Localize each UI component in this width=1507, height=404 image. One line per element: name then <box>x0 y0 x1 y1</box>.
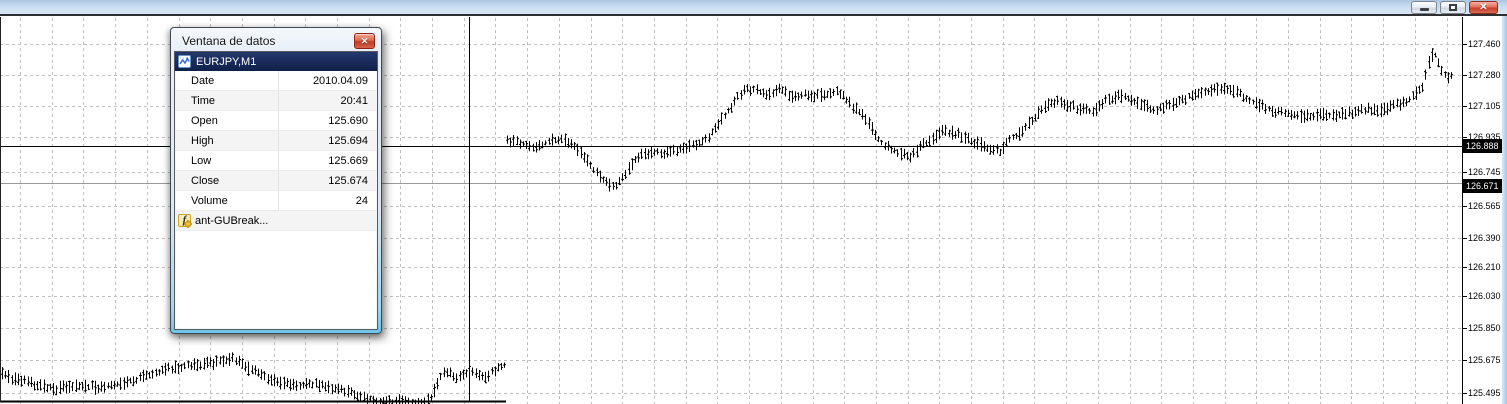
axis-tick-label: 126.935 <box>1468 132 1501 142</box>
field-label: Low <box>175 151 279 170</box>
axis-tick-label: 125.675 <box>1468 355 1501 365</box>
minimize-button[interactable] <box>1411 1 1437 14</box>
data-row: Date 2010.04.09 <box>175 71 377 91</box>
axis-tick-label: 127.280 <box>1468 70 1501 80</box>
restore-icon <box>1449 4 1457 11</box>
symbol-header-row[interactable]: EURJPY,M1 <box>175 52 377 71</box>
dialog-close-icon: ✕ <box>360 35 369 46</box>
field-label: Close <box>175 171 279 190</box>
axis-tick-label: 127.460 <box>1468 39 1501 49</box>
minimize-icon <box>1419 8 1429 11</box>
axis-tick-label: 126.390 <box>1468 233 1501 243</box>
dialog-close-button[interactable]: ✕ <box>354 33 375 49</box>
data-row: Close 125.674 <box>175 171 377 191</box>
axis-tick-label: 126.210 <box>1468 262 1501 272</box>
field-value: 125.690 <box>328 114 368 127</box>
bid-price-badge: 126.671 <box>1463 179 1502 193</box>
field-label: Date <box>175 71 279 90</box>
data-rows: Date 2010.04.09 Time 20:41 Open 125.690 … <box>175 71 377 211</box>
field-value: 125.669 <box>328 154 368 167</box>
field-value: 125.674 <box>328 174 368 187</box>
data-row: High 125.694 <box>175 131 377 151</box>
symbol-label: EURJPY,M1 <box>196 55 257 68</box>
close-button[interactable]: ✕ <box>1469 1 1498 14</box>
restore-button[interactable] <box>1440 1 1466 14</box>
indicator-row[interactable]: f ant-GUBreak... <box>175 211 377 231</box>
axis-tick-label: 125.850 <box>1468 323 1501 333</box>
window-right-border <box>1502 16 1507 404</box>
field-value: 2010.04.09 <box>312 74 368 87</box>
data-row: Volume 24 <box>175 191 377 211</box>
axis-tick-label: 126.030 <box>1468 291 1501 301</box>
field-value: 125.694 <box>328 134 368 147</box>
axis-tick-label: 127.105 <box>1468 101 1501 111</box>
field-value: 24 <box>355 194 368 207</box>
window-title-strip: ✕ <box>0 0 1507 16</box>
data-row: Open 125.690 <box>175 111 377 131</box>
field-value: 20:41 <box>340 94 368 107</box>
data-row: Low 125.669 <box>175 151 377 171</box>
axis-tick-label: 126.565 <box>1468 201 1501 211</box>
axis-tick-label: 125.495 <box>1468 388 1501 398</box>
dialog-title: Ventana de datos <box>182 34 276 48</box>
window-controls: ✕ <box>1411 1 1498 14</box>
axis-tick-label: 126.745 <box>1468 167 1501 177</box>
field-label: Volume <box>175 191 279 210</box>
field-label: Time <box>175 91 279 110</box>
data-window-dialog: Ventana de datos ✕ EURJPY,M1 Date 2010.0… <box>170 27 382 334</box>
function-icon: f <box>178 214 193 229</box>
dialog-body: EURJPY,M1 Date 2010.04.09 Time 20:41 Ope… <box>174 51 378 330</box>
crosshair-price-badge: 126.888 <box>1463 139 1502 153</box>
data-row: Time 20:41 <box>175 91 377 111</box>
field-label: High <box>175 131 279 150</box>
close-icon: ✕ <box>1479 2 1488 13</box>
dialog-titlebar[interactable]: Ventana de datos ✕ <box>174 31 378 51</box>
chart-line-icon <box>178 55 191 68</box>
indicator-label: ant-GUBreak... <box>195 214 269 227</box>
field-label: Open <box>175 111 279 130</box>
